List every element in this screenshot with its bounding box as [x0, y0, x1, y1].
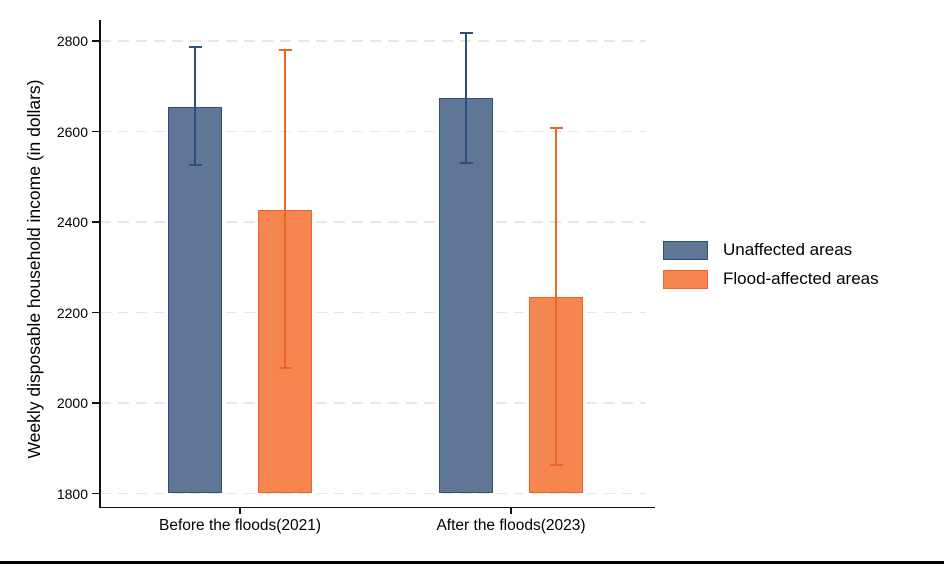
legend-label-flood-affected-areas: Flood-affected areas	[723, 269, 879, 288]
x-category-label-group0: Before the floods(2021)	[159, 517, 321, 534]
legend-item-flood-affected-areas: Flood-affected areas	[663, 269, 879, 289]
gridline-1800	[100, 492, 646, 495]
error-bar-line-series0-group0	[194, 46, 196, 166]
error-bar-cap-bottom-series1-group0	[278, 367, 292, 370]
x-axis-line	[99, 506, 655, 508]
y-axis-tick-2400	[92, 221, 100, 223]
error-bar-cap-top-series0-group1	[459, 31, 473, 34]
gridline-2800	[100, 40, 646, 42]
legend: Unaffected areas Flood-affected areas	[663, 240, 879, 289]
error-bar-cap-bottom-series1-group1	[549, 464, 563, 467]
gridline-2600	[100, 130, 646, 133]
bar-series0-group1	[439, 98, 493, 494]
bar-series0-group0	[168, 106, 222, 494]
gridline-2000	[100, 402, 646, 404]
error-bar-cap-top-series1-group1	[549, 127, 563, 130]
y-tick-label-2800: 2800	[56, 33, 88, 49]
x-category-label-group1: After the floods(2023)	[436, 517, 586, 534]
gridline-2400	[100, 221, 646, 223]
y-axis-title: Weekly disposable household income (in d…	[24, 79, 44, 459]
error-bar-line-series0-group1	[465, 32, 467, 164]
y-tick-label-2400: 2400	[56, 214, 88, 230]
error-bar-cap-bottom-series0-group1	[459, 162, 473, 165]
error-bar-line-series1-group0	[284, 49, 286, 369]
error-bar-cap-top-series0-group0	[188, 45, 202, 48]
error-bar-cap-top-series1-group0	[278, 48, 292, 51]
y-tick-label-1800: 1800	[56, 485, 88, 502]
y-axis-tick-1800	[92, 492, 100, 495]
y-axis-tick-2600	[92, 130, 100, 133]
y-axis-tick-2000	[92, 402, 100, 404]
error-bar-cap-bottom-series0-group0	[188, 164, 202, 167]
y-axis-tick-2200	[92, 311, 100, 314]
error-bar-line-series1-group1	[555, 128, 557, 466]
legend-swatch-flood-affected-areas	[663, 269, 708, 289]
x-axis-tick-group0	[239, 506, 241, 514]
legend-label-unaffected-areas: Unaffected areas	[723, 240, 853, 259]
page-bottom-rule	[0, 561, 944, 564]
y-axis-line	[99, 20, 101, 508]
x-axis-tick-group1	[510, 506, 512, 514]
y-tick-label-2200: 2200	[56, 304, 88, 321]
y-tick-label-2000: 2000	[56, 395, 88, 411]
legend-swatch-unaffected-areas	[663, 240, 708, 260]
legend-item-unaffected-areas: Unaffected areas	[663, 240, 879, 260]
gridline-2200	[100, 311, 646, 314]
y-tick-label-2600: 2600	[56, 123, 88, 140]
y-axis-tick-2800	[92, 40, 100, 42]
